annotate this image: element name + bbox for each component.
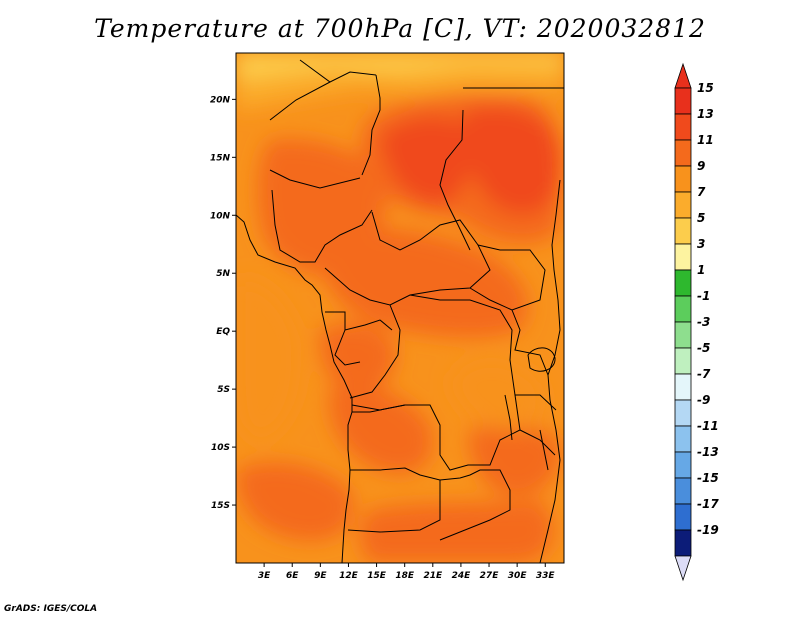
border-libya-chad <box>361 74 381 176</box>
colorbar-label: -13 <box>697 445 719 459</box>
colorbar-swatch <box>674 399 692 427</box>
map-axes: 3E 6E 9E 12E 15E 18E 21E 24E 27E 30E 33E 20N 15N 10N 5… <box>210 95 556 581</box>
colorbar-label: 3 <box>697 237 705 251</box>
colorbar-swatch <box>674 139 692 167</box>
colorbar-label: -11 <box>697 419 719 433</box>
lon-tick-label: 12E <box>339 571 359 581</box>
colorbar-label: -5 <box>697 341 710 355</box>
lon-tick-label: 15E <box>367 571 387 581</box>
map-frame <box>235 52 565 564</box>
colorbar: 15 13 11 9 7 5 3 1 -1 -3 -5 -7 -9 -11 -13 -15 -17 -19 <box>674 62 719 582</box>
colorbar-label: 15 <box>697 81 714 95</box>
coastline-west <box>236 214 353 563</box>
grads-credit: GrADS: IGES/COLA <box>4 604 98 614</box>
border-niger <box>269 81 361 189</box>
lake-malawi <box>539 429 549 471</box>
lon-tick-label: 24E <box>452 571 472 581</box>
lon-tick-label: 6E <box>286 571 299 581</box>
lat-tick-label: 20N <box>210 95 231 105</box>
border-congo-gabon <box>325 311 393 366</box>
border-nigeria <box>271 189 373 263</box>
lake-tanganyika <box>504 394 513 441</box>
colorbar-swatch <box>674 373 692 401</box>
map-title: Temperature at 700hPa [C], VT: 202003281… <box>94 14 706 43</box>
lon-tick-label: 33E <box>536 571 556 581</box>
border-zambia <box>439 469 511 541</box>
coastline-east <box>539 179 561 563</box>
lon-tick-label: 27E <box>480 571 500 581</box>
colorbar-swatch <box>674 295 692 323</box>
colorbar-label: 11 <box>697 133 714 147</box>
colorbar-swatch <box>674 347 692 375</box>
colorbar-label: -17 <box>697 497 719 511</box>
colorbar-bottom-cap <box>674 555 692 582</box>
colorbar-swatch <box>674 191 692 219</box>
lat-tick-label: 10N <box>210 211 231 221</box>
colorbar-label: 1 <box>697 263 705 277</box>
lat-tick-label: EQ <box>216 327 230 337</box>
lon-tick-label: 21E <box>423 571 443 581</box>
field-blobs <box>236 53 564 563</box>
colorbar-label: 5 <box>697 211 705 225</box>
colorbar-label: 9 <box>697 159 705 173</box>
colorbar-swatch <box>674 243 692 271</box>
lon-tick-label: 18E <box>395 571 415 581</box>
lake-victoria <box>527 347 556 372</box>
colorbar-label: 7 <box>697 185 706 199</box>
lat-tick-label: 15N <box>210 153 231 163</box>
lon-tick-label: 3E <box>258 571 271 581</box>
border-drc <box>349 294 521 471</box>
colorbar-label: -7 <box>697 367 711 381</box>
colorbar-swatch <box>674 451 692 479</box>
border-sudan-chad <box>439 109 471 251</box>
border-car <box>324 211 491 306</box>
border-kenya-uganda <box>511 309 549 376</box>
colorbar-swatch <box>674 217 692 245</box>
colorbar-label: -1 <box>697 289 710 303</box>
colorbar-swatch <box>674 477 692 505</box>
colorbar-swatch <box>674 321 692 349</box>
lat-tick-label: 15S <box>211 501 230 511</box>
border-south-sudan <box>469 244 546 311</box>
colorbar-label: -15 <box>697 471 719 485</box>
border-tanzania <box>515 394 557 456</box>
colorbar-label: -19 <box>697 523 719 537</box>
colorbar-label: -9 <box>697 393 710 407</box>
map-boundaries <box>236 59 564 563</box>
lon-tick-label: 30E <box>508 571 528 581</box>
border-algeria <box>299 59 377 83</box>
colorbar-swatch <box>674 87 692 115</box>
colorbar-swatch <box>674 503 692 531</box>
colorbar-swatch <box>674 529 692 557</box>
lat-tick-label: 5N <box>216 269 230 279</box>
lat-tick-label: 5S <box>217 385 230 395</box>
colorbar-top-cap <box>674 62 692 89</box>
lat-tick-label: 10S <box>211 443 230 453</box>
lon-tick-label: 9E <box>314 571 327 581</box>
colorbar-label: -3 <box>697 315 710 329</box>
temperature-field <box>236 53 564 563</box>
colorbar-label: 13 <box>697 107 714 121</box>
colorbar-swatch <box>674 113 692 141</box>
colorbar-swatch <box>674 269 692 297</box>
colorbar-swatch <box>674 165 692 193</box>
colorbar-swatch <box>674 425 692 453</box>
